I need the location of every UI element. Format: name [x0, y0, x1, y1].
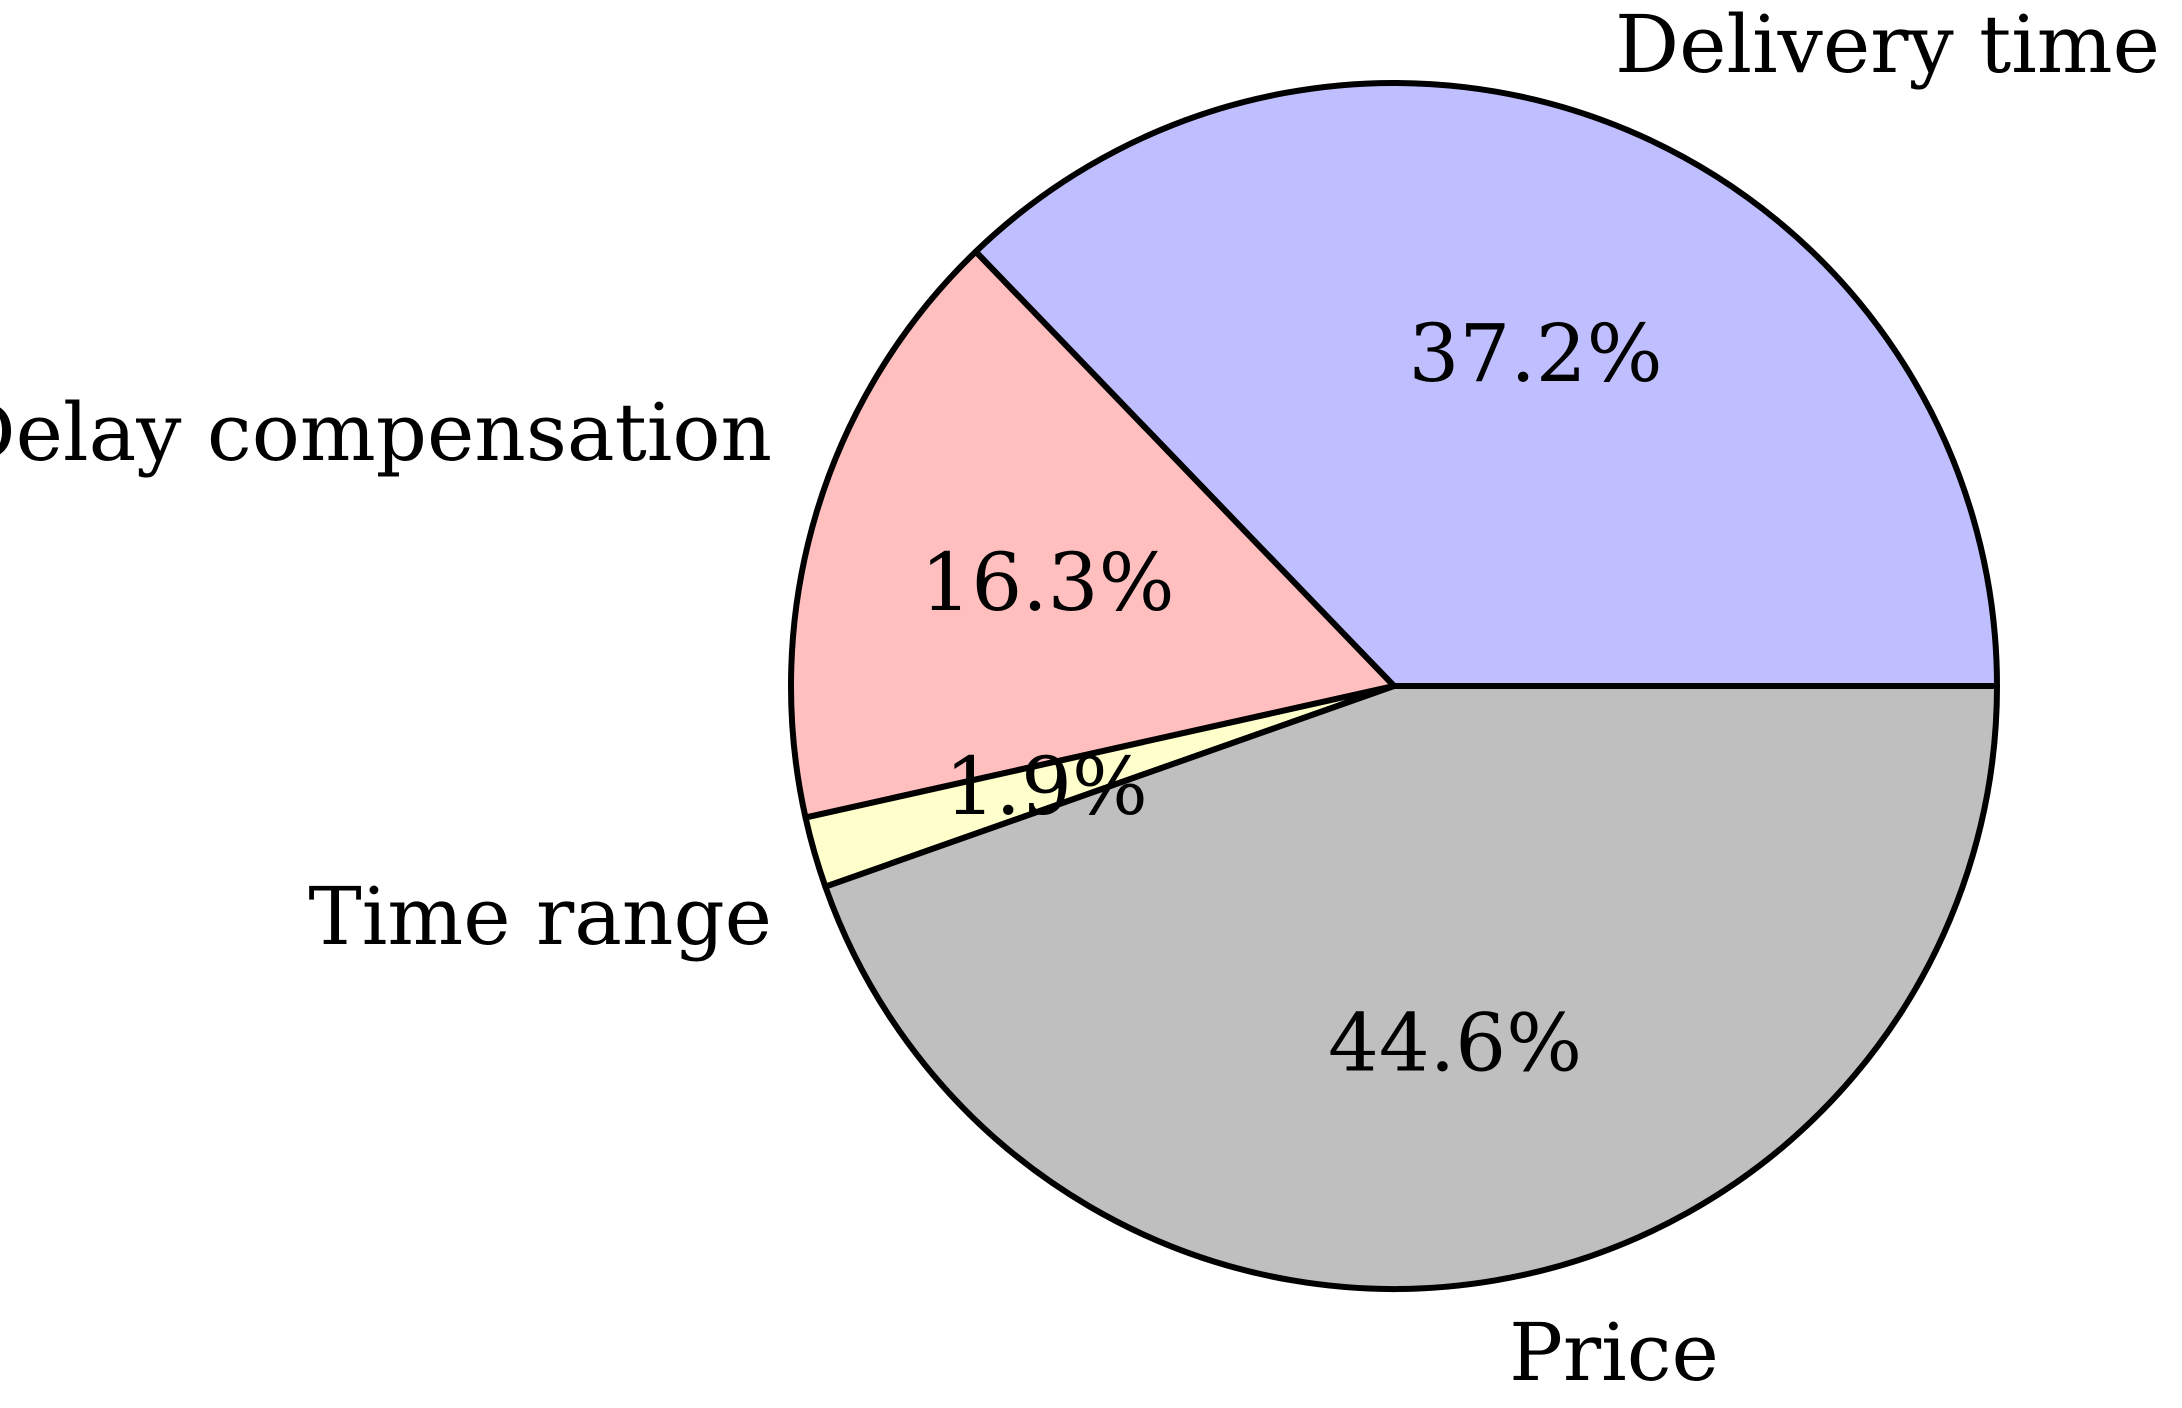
pie-category-label-delay-compensation: Delay compensation — [0, 386, 772, 479]
pie-slice-delivery-time — [972, 80, 2000, 689]
pie-category-label-price: Price — [1509, 1306, 1719, 1399]
pie-slice-price — [822, 683, 2000, 1292]
pie-slices — [788, 80, 2000, 1292]
pie-value-label-delivery-time: 37.2% — [1409, 307, 1663, 400]
pie-value-label-time-range: 1.9% — [945, 740, 1148, 833]
pie-value-labels: 37.2% 16.3% 1.9% 44.6% — [920, 307, 1662, 1090]
pie-value-label-price: 44.6% — [1328, 997, 1582, 1090]
pie-slice-delay-compensation — [788, 248, 1397, 821]
pie-category-label-time-range: Time range — [308, 870, 772, 963]
pie-category-label-delivery-time: Delivery time — [1615, 0, 2160, 91]
pie-value-label-delay-compensation: 16.3% — [920, 536, 1174, 629]
